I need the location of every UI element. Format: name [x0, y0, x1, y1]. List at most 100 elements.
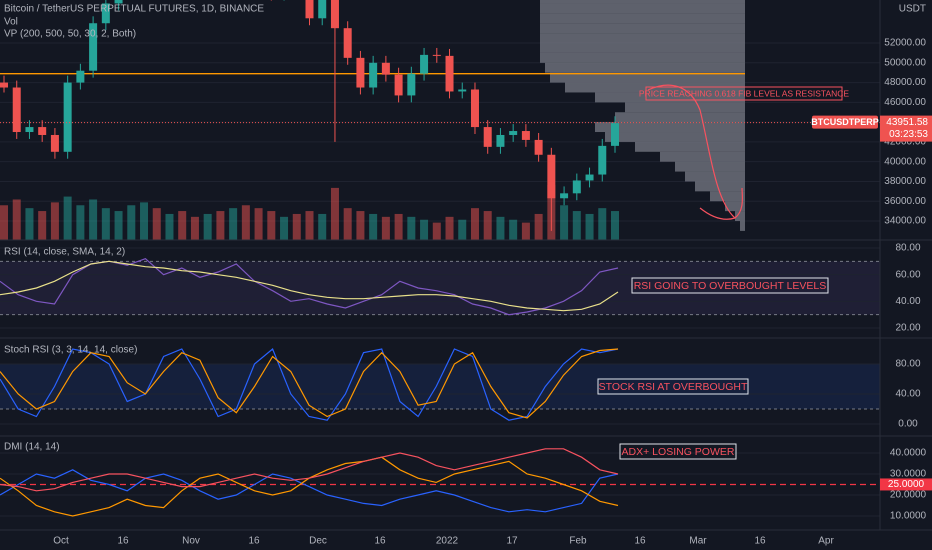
volume-bar: [445, 216, 454, 240]
candle-body: [101, 3, 110, 24]
annotation-box: [645, 86, 843, 101]
y-tick-label: 40000.00: [884, 156, 926, 167]
volume-bar: [305, 211, 314, 240]
volume-bar: [216, 211, 225, 240]
x-tick-label: 17: [506, 536, 518, 547]
band: [0, 261, 880, 315]
candle-body: [0, 82, 8, 88]
y-tick-label: 80.00: [895, 243, 920, 254]
volume-bar: [585, 213, 594, 240]
candle-body: [89, 23, 98, 71]
volume-bar: [356, 211, 365, 240]
candle-body: [330, 0, 339, 29]
volume-bar: [178, 211, 187, 240]
indicator-line: [0, 348, 619, 419]
volume-bar: [229, 208, 238, 240]
candle-body: [420, 54, 429, 74]
y-tick-label: 40.00: [895, 389, 920, 400]
x-tick-label: Oct: [53, 536, 69, 547]
volume-profile-bar: [540, 52, 745, 63]
volume-bar: [89, 199, 98, 240]
annotation: RSI GOING TO OVERBOUGHT LEVELS: [634, 280, 827, 292]
volume-bar: [140, 202, 149, 240]
candle-body: [572, 180, 581, 194]
y-tick-label: 20.00: [895, 323, 920, 334]
volume-bar: [292, 213, 301, 240]
volume-profile-bar: [550, 72, 745, 83]
pane-title: DMI (14, 14): [4, 442, 60, 453]
y-tick-label: 60.00: [895, 269, 920, 280]
y-tick-label: 80.00: [895, 359, 920, 370]
candle-body: [343, 28, 352, 58]
currency-label: USDT: [899, 4, 926, 15]
volume-profile-bar: [675, 161, 745, 172]
pane-title: Stoch RSI (3, 3, 14, 14, close): [4, 345, 137, 356]
volume-bar: [458, 219, 467, 240]
volume-profile-bar: [615, 112, 745, 123]
volume-bar: [509, 219, 518, 240]
y-tick-label: 46000.00: [884, 97, 926, 108]
y-tick-label: 30.0000: [890, 469, 927, 480]
y-tick-label: 10.0000: [890, 511, 927, 522]
x-tick-label: Dec: [309, 536, 327, 547]
price-tag: [880, 115, 932, 142]
candle-body: [445, 55, 454, 92]
y-tick-label: 0.00: [898, 419, 918, 430]
volume-profile-bar: [625, 102, 745, 113]
candle-body: [25, 127, 34, 133]
indicator-line: [0, 348, 619, 421]
volume-bar: [318, 213, 327, 240]
y-tick-label: 42000.00: [884, 137, 926, 148]
volume-bar: [101, 208, 110, 240]
volume-bar: [369, 213, 378, 240]
x-tick-label: Feb: [569, 536, 587, 547]
volume-bar: [114, 211, 123, 240]
chart-title: Bitcoin / TetherUS PERPETUAL FUTURES, 1D…: [4, 4, 264, 15]
candle-body: [369, 62, 378, 88]
candle-body: [521, 131, 530, 140]
candle-body: [407, 73, 416, 96]
volume-bar: [165, 213, 174, 240]
candle-body: [483, 127, 492, 147]
annotation-box: [631, 277, 829, 294]
band: [0, 363, 880, 409]
reference-tag: [880, 478, 932, 491]
volume-bar: [152, 208, 161, 240]
volume-profile-bar: [635, 141, 745, 152]
y-tick-label: 36000.00: [884, 196, 926, 207]
volume-bar: [432, 222, 441, 240]
candle-body: [509, 131, 518, 135]
volume-bar: [38, 211, 47, 240]
countdown-label: 03:23:53: [889, 129, 928, 140]
symbol-tag: [812, 115, 878, 129]
volume-profile-bar: [595, 92, 745, 103]
volume-bar: [203, 213, 212, 240]
volume-bar: [381, 216, 390, 240]
candle-body: [496, 134, 505, 147]
volume-profile-bar: [725, 201, 745, 212]
y-tick-label: 38000.00: [884, 176, 926, 187]
x-tick-label: 16: [634, 536, 646, 547]
volume-bar: [598, 208, 607, 240]
x-tick-label: Nov: [182, 536, 200, 547]
x-tick-label: 2022: [436, 536, 459, 547]
annotation-box: [619, 443, 737, 460]
candle-body: [114, 0, 123, 4]
annotation-box: [597, 378, 749, 395]
volume-profile-bar: [710, 191, 745, 202]
x-tick-label: Apr: [818, 536, 834, 547]
volume-bar: [0, 205, 8, 240]
volume-profile-bar: [660, 151, 745, 162]
drawn-curve: [647, 84, 744, 219]
volume-bar: [267, 211, 276, 240]
indicator-label: Vol: [4, 17, 18, 28]
volume-profile-bar: [695, 181, 745, 192]
y-tick-label: 20.0000: [890, 490, 927, 501]
volume-bar: [611, 211, 619, 240]
candle-body: [547, 154, 556, 199]
y-tick-label: 50000.00: [884, 57, 926, 68]
candle-body: [318, 0, 327, 19]
indicator-panes: [0, 247, 880, 517]
x-tick-label: 16: [374, 536, 386, 547]
